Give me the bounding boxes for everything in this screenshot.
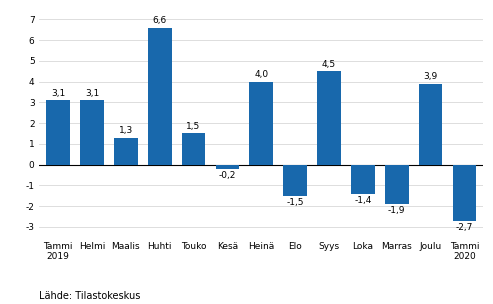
Bar	[80, 100, 104, 164]
Text: -2,7: -2,7	[456, 223, 473, 232]
Bar	[385, 164, 409, 204]
Text: 3,1: 3,1	[85, 89, 99, 98]
Bar	[351, 164, 375, 194]
Text: -1,4: -1,4	[354, 196, 372, 205]
Text: -0,2: -0,2	[219, 171, 236, 180]
Text: -1,9: -1,9	[388, 206, 406, 216]
Text: 3,9: 3,9	[423, 72, 438, 81]
Text: 4,5: 4,5	[322, 60, 336, 69]
Bar	[453, 164, 476, 220]
Bar	[114, 138, 138, 164]
Text: 3,1: 3,1	[51, 89, 65, 98]
Bar	[317, 71, 341, 164]
Bar	[215, 164, 239, 169]
Bar	[419, 84, 443, 164]
Bar	[249, 82, 273, 164]
Text: 6,6: 6,6	[152, 16, 167, 25]
Text: 4,0: 4,0	[254, 70, 268, 79]
Bar	[148, 28, 172, 164]
Text: Lähde: Tilastokeskus: Lähde: Tilastokeskus	[39, 291, 141, 301]
Bar	[283, 164, 307, 196]
Bar	[182, 133, 206, 164]
Text: 1,5: 1,5	[186, 122, 201, 131]
Text: -1,5: -1,5	[286, 198, 304, 207]
Bar	[46, 100, 70, 164]
Text: 1,3: 1,3	[119, 126, 133, 135]
